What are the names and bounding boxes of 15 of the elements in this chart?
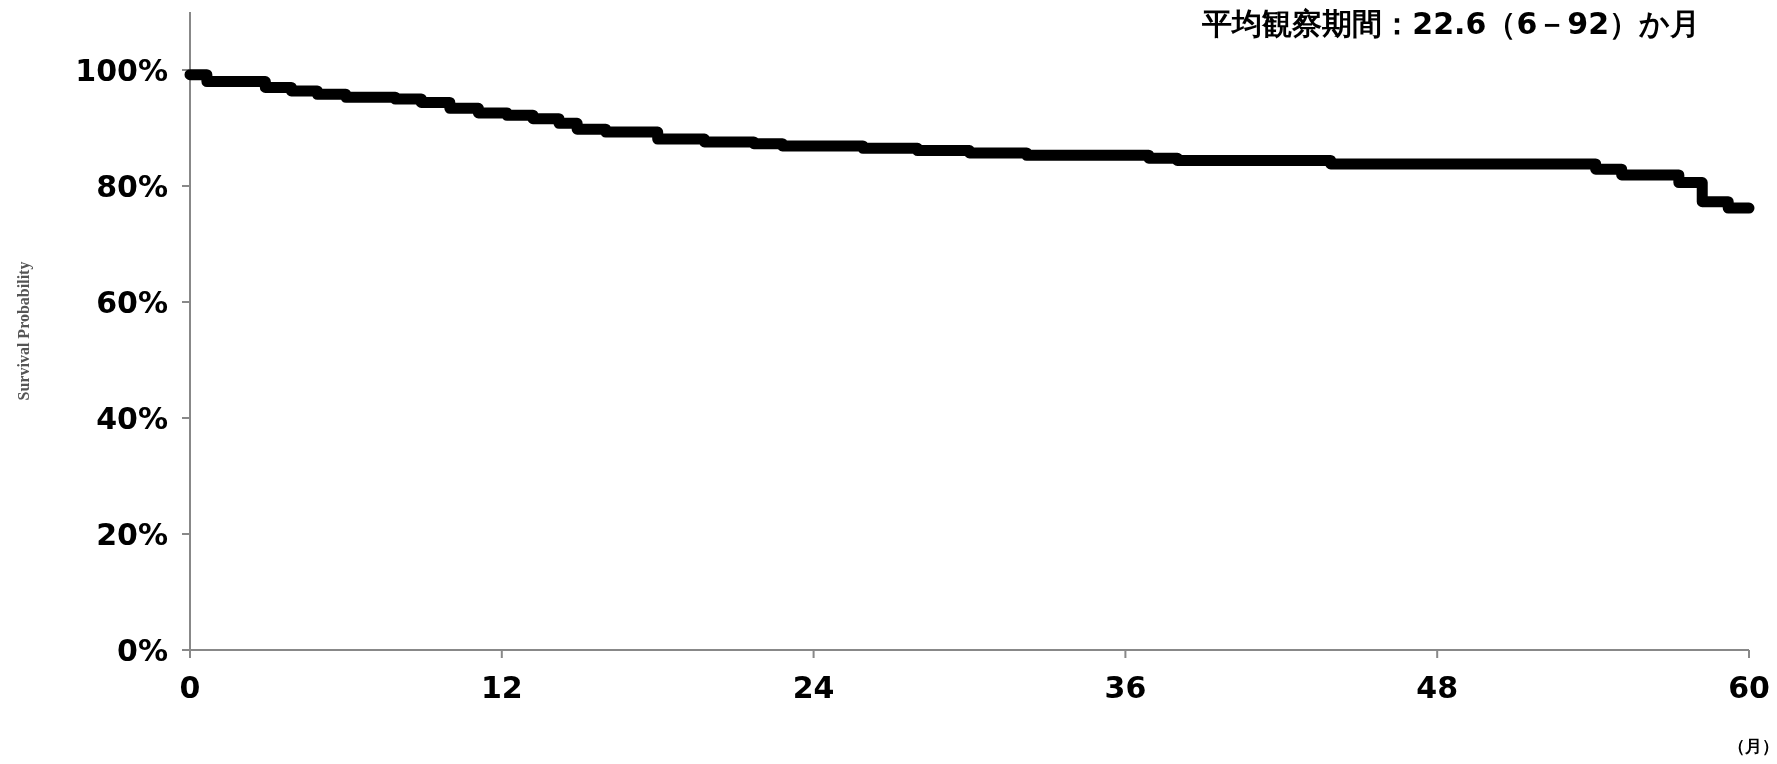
x-tick-label: 60	[1728, 670, 1770, 705]
chart-title: 平均観察期間：22.6（6－92）か月	[1201, 6, 1700, 41]
y-tick-label: 40%	[96, 401, 168, 436]
x-tick-label: 24	[792, 670, 835, 705]
x-tick-label: 12	[480, 670, 523, 705]
y-axis-title: Survival Probability	[15, 261, 33, 401]
y-tick-label: 60%	[96, 285, 168, 320]
x-tick-label: 0	[179, 670, 201, 705]
y-tick-label: 20%	[96, 517, 168, 552]
y-tick-label: 0%	[117, 633, 168, 668]
y-tick-label: 80%	[96, 169, 168, 204]
y-tick-label: 100%	[75, 53, 168, 88]
x-tick-label: 48	[1416, 670, 1459, 705]
text: （月）	[1727, 736, 1777, 756]
x-tick-label: 36	[1104, 670, 1147, 705]
